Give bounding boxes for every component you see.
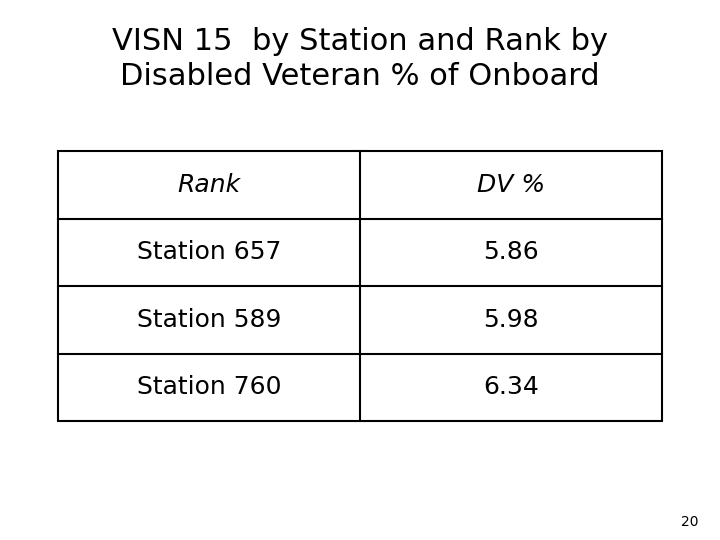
Text: 5.98: 5.98 (483, 308, 539, 332)
Text: Rank: Rank (177, 173, 240, 197)
Text: Station 589: Station 589 (137, 308, 281, 332)
Text: 5.86: 5.86 (483, 240, 539, 265)
Bar (58, 151, 662, 421)
Text: 6.34: 6.34 (483, 375, 539, 400)
Text: VISN 15  by Station and Rank by
Disabled Veteran % of Onboard: VISN 15 by Station and Rank by Disabled … (112, 27, 608, 91)
Text: DV %: DV % (477, 173, 545, 197)
Text: 20: 20 (681, 515, 698, 529)
Text: Station 760: Station 760 (137, 375, 281, 400)
Text: Station 657: Station 657 (137, 240, 281, 265)
